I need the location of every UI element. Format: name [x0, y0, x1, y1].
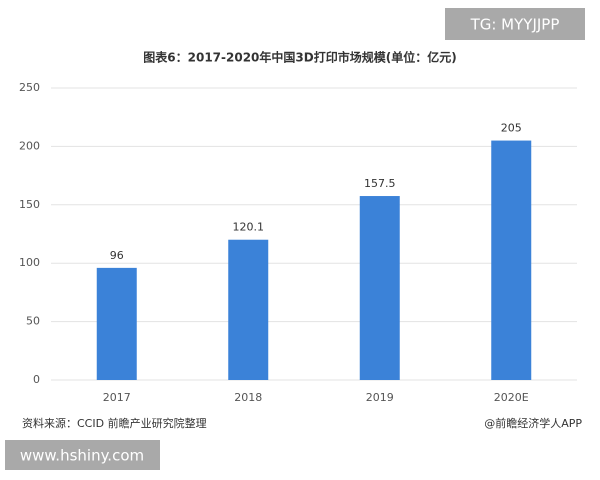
overlay-box: [5, 440, 160, 470]
data-label: 205: [501, 122, 522, 135]
x-tick-label: 2018: [234, 391, 262, 404]
y-tick-label: 250: [19, 81, 40, 94]
y-tick-label: 150: [19, 198, 40, 211]
x-tick-label: 2017: [103, 391, 131, 404]
credit: @前瞻经济学人APP: [484, 416, 582, 430]
overlay-text: TG: MYYJJPP: [470, 16, 560, 34]
y-tick-label: 0: [33, 373, 40, 386]
bar: [228, 239, 269, 380]
y-tick-label: 100: [19, 256, 40, 269]
overlay-box: [445, 8, 585, 40]
data-label: 120.1: [233, 221, 265, 234]
overlay-text: www.hshiny.com: [20, 447, 144, 465]
data-label: 96: [110, 249, 124, 262]
source-note: 资料来源：CCID 前瞻产业研究院整理: [22, 416, 207, 430]
bar: [96, 267, 137, 380]
chart-title: 图表6：2017-2020年中国3D打印市场规模(单位：亿元): [143, 50, 456, 65]
x-tick-label: 2019: [366, 391, 394, 404]
data-label: 157.5: [364, 177, 396, 190]
bar: [491, 140, 532, 380]
bar: [359, 196, 400, 380]
x-tick-label: 2020E: [494, 391, 529, 404]
y-tick-label: 50: [26, 315, 40, 328]
y-tick-label: 200: [19, 139, 40, 152]
